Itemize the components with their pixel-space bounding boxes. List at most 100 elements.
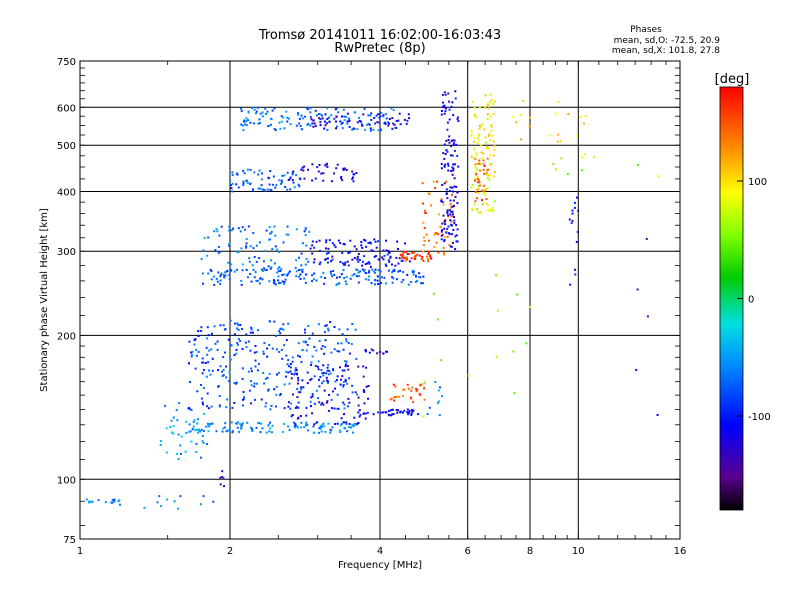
echo-point [253, 351, 256, 354]
echo-point [277, 275, 280, 278]
echo-point [280, 179, 283, 182]
echo-point [447, 162, 449, 165]
echo-point [378, 116, 381, 119]
echo-point [324, 339, 327, 342]
echo-point [207, 425, 210, 428]
echo-point [222, 368, 225, 371]
echo-point [477, 188, 480, 191]
echo-point [185, 431, 188, 434]
echo-point [243, 120, 245, 123]
echo-point [262, 270, 265, 273]
echo-point [341, 375, 344, 378]
echo-point [370, 129, 372, 132]
echo-point [407, 283, 410, 286]
echo-point [333, 326, 336, 328]
echo-point [374, 268, 377, 271]
echo-point [297, 416, 300, 419]
echo-point [184, 450, 187, 453]
echo-point [196, 390, 199, 393]
echo-point [391, 408, 394, 411]
echo-point [426, 413, 429, 415]
echo-point [253, 398, 256, 401]
echo-point [476, 176, 479, 179]
echo-point [330, 273, 333, 275]
echo-point [297, 379, 300, 382]
echo-point [355, 248, 358, 251]
echo-point [566, 173, 569, 175]
echo-point [441, 229, 443, 232]
echo-point [346, 405, 349, 408]
echo-point [291, 179, 294, 182]
echo-point [410, 281, 413, 283]
echo-point [373, 270, 376, 273]
echo-point [282, 328, 285, 331]
echo-point [272, 281, 275, 284]
echo-point [281, 431, 284, 433]
echo-point [220, 272, 223, 275]
echo-point [372, 128, 375, 131]
y-tick-label: 300 [57, 247, 76, 258]
echo-point [286, 273, 289, 276]
echo-point [326, 400, 329, 403]
echo-point [243, 172, 246, 175]
echo-point [172, 416, 175, 419]
echo-point [353, 423, 356, 425]
echo-point [207, 407, 210, 410]
echo-point [274, 234, 277, 237]
echo-point [300, 386, 303, 389]
echo-point [368, 269, 371, 272]
echo-point [342, 242, 345, 245]
echo-point [343, 369, 346, 372]
echo-point [457, 165, 460, 168]
echo-point [242, 398, 244, 401]
echo-point [203, 236, 206, 239]
echo-point [406, 119, 409, 122]
echo-point [265, 269, 268, 271]
echo-point [483, 172, 485, 175]
echo-point [443, 227, 446, 230]
echo-point [237, 186, 240, 189]
echo-point [441, 395, 443, 398]
echo-point [422, 415, 425, 418]
echo-point [321, 382, 323, 385]
echo-point [279, 332, 282, 335]
echo-point [352, 176, 354, 179]
echo-point [236, 344, 239, 346]
echo-point [221, 470, 224, 473]
echo-point [487, 168, 490, 171]
echo-point [318, 378, 320, 381]
echo-point [332, 390, 334, 393]
echo-point [269, 427, 272, 430]
x-tick-label: 2 [227, 546, 233, 557]
echo-point [348, 352, 351, 355]
echo-point [455, 234, 458, 237]
echo-point [318, 113, 320, 115]
echo-point [236, 173, 239, 176]
echo-point [382, 114, 385, 117]
echo-point [388, 118, 391, 120]
echo-point [426, 255, 428, 258]
echo-point [357, 411, 360, 414]
echo-point [269, 238, 272, 241]
x-tick-label: 1 [77, 546, 83, 557]
echo-point [342, 348, 345, 351]
echo-point [192, 425, 195, 428]
echo-point [217, 271, 220, 274]
echo-point [249, 273, 252, 275]
echo-point [482, 191, 485, 194]
echo-point [478, 124, 481, 127]
echo-point [287, 365, 290, 368]
echo-point [474, 166, 477, 169]
echo-point [454, 163, 457, 166]
echo-point [516, 293, 519, 296]
echo-point [345, 169, 348, 171]
echo-point [363, 402, 366, 405]
echo-point [311, 252, 314, 255]
echo-point [279, 394, 282, 397]
echo-point [341, 333, 344, 336]
echo-point [224, 271, 227, 274]
echo-point [201, 435, 204, 437]
echo-point [485, 141, 487, 144]
y-tick-label: 75 [63, 535, 76, 546]
echo-point [222, 374, 225, 377]
